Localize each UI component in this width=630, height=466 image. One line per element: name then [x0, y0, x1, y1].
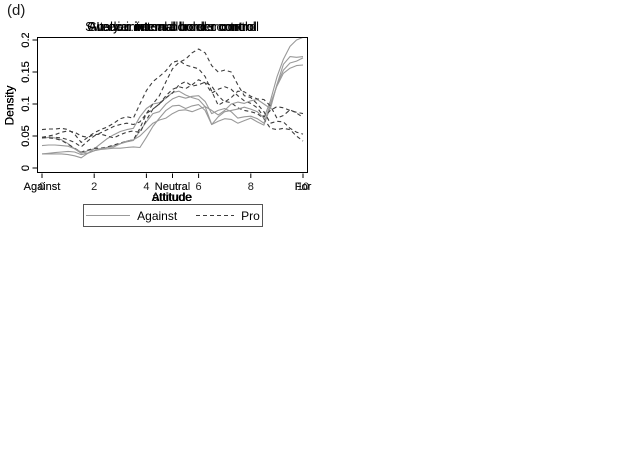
x-tick-label: For — [295, 181, 312, 193]
y-tick-label: 0.05 — [20, 125, 32, 146]
x-tick-label: Neutral — [155, 181, 190, 193]
x-axis-label: Attitude — [151, 190, 193, 204]
series-pro-line — [41, 59, 304, 143]
chart-title: Greece: internal border control — [87, 20, 257, 34]
x-tick-label: For — [295, 181, 312, 193]
legend-label-against: Against — [137, 208, 178, 223]
y-tick-label: 0.1 — [20, 96, 32, 111]
chart-title: Sweden: internal border control — [85, 20, 259, 34]
pro-line-sample — [196, 215, 235, 216]
y-tick-label: 0.1 — [20, 96, 32, 111]
legend-label-pro: Pro — [241, 208, 260, 223]
y-tick-label: 0.05 — [20, 125, 32, 146]
x-tick-label: Neutral — [155, 181, 190, 193]
plot-area: 0 0.05 0.1 0.15 0.2 Against Neutral For — [20, 32, 312, 193]
x-tick-label: 0 — [39, 181, 45, 193]
x-tick-label: Neutral — [155, 181, 190, 193]
series-pro-line — [41, 79, 304, 148]
y-tick-label: 0.15 — [20, 61, 32, 82]
x-tick-label: 10 — [297, 181, 309, 193]
series-against-line — [41, 56, 304, 154]
against-line-sample — [86, 215, 131, 216]
figure-panel-letter: (d) — [7, 2, 26, 19]
x-axis-label: attitude — [152, 190, 192, 204]
y-tick-label: 0 — [20, 165, 32, 171]
x-tick-label: Against — [24, 181, 61, 193]
chart-title: Italy: internal border control — [96, 20, 248, 34]
y-tick-label: 0.05 — [20, 125, 32, 146]
y-tick-label: 0.15 — [20, 61, 32, 82]
y-tick-label: 0 — [20, 165, 32, 171]
series-against-line — [41, 36, 304, 156]
y-tick-label: 0.2 — [20, 32, 32, 47]
y-tick-label: 0 — [20, 165, 32, 171]
x-tick-label: Against — [24, 181, 61, 193]
x-tick-label: 2 — [91, 181, 97, 193]
y-tick-label: 0.1 — [20, 96, 32, 111]
series-pro-line — [41, 81, 304, 139]
y-tick-label: 0.2 — [20, 32, 32, 47]
y-tick-label: 0.2 — [20, 32, 32, 47]
y-tick-label: 0.2 — [20, 32, 32, 47]
plot-frame — [37, 37, 308, 173]
y-tick-label: 0.15 — [20, 61, 32, 82]
series-pro-line — [41, 48, 304, 153]
x-tick-label: 6 — [196, 181, 202, 193]
x-tick-label: 8 — [248, 181, 254, 193]
y-tick-label: 0 — [20, 165, 32, 171]
x-tick-label: For — [295, 181, 312, 193]
x-tick-label: 4 — [143, 181, 149, 193]
y-tick-label: 0.1 — [20, 96, 32, 111]
y-tick-label: 0.05 — [20, 125, 32, 146]
series-against-line — [41, 64, 304, 154]
x-tick-label: Against — [24, 181, 61, 193]
legend: Against Pro — [83, 204, 263, 227]
panel-greece: Greece: internal border control Density … — [0, 0, 315, 233]
x-axis-label: attitude — [152, 190, 192, 204]
chart-title: Austria: internal border control — [88, 20, 256, 34]
y-tick-label: 0.15 — [20, 61, 32, 82]
x-axis-label: attitude — [152, 190, 192, 204]
